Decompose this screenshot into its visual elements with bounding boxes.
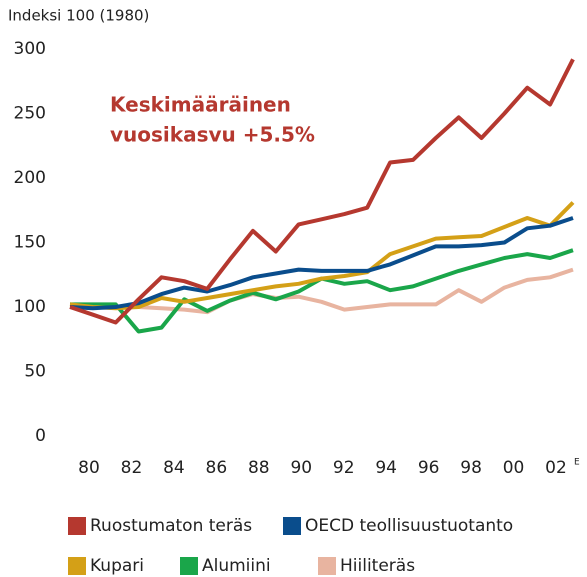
y-tick-label: 150 <box>14 233 46 253</box>
x-tick-label: 92 <box>333 458 355 478</box>
legend-swatch <box>68 557 86 575</box>
legend-label: Alumiini <box>202 556 271 576</box>
legend-swatch <box>180 557 198 575</box>
y-tick-label: 100 <box>14 297 46 317</box>
y-tick-label: 300 <box>14 39 46 59</box>
annotation: vuosikasvu +5.5% <box>110 123 315 147</box>
legend-swatch <box>283 517 301 535</box>
x-tick-label: 98 <box>460 458 482 478</box>
x-tick-label: 02 <box>545 458 567 478</box>
x-tick-label: 82 <box>121 458 143 478</box>
y-tick-label: 50 <box>24 362 46 382</box>
x-tick-label: 90 <box>290 458 312 478</box>
annotation: Keskimääräinen <box>110 93 291 117</box>
line-series <box>69 201 575 311</box>
legend-swatch <box>318 557 336 575</box>
x-tick-label: 94 <box>375 458 397 478</box>
y-tick-label: 200 <box>14 168 46 188</box>
x-tick-label: 80 <box>78 458 100 478</box>
legend-label: OECD teollisuustuotanto <box>305 516 513 536</box>
legend-swatch <box>68 517 86 535</box>
legend-label: Ruostumaton teräs <box>90 516 252 536</box>
legend-label: Kupari <box>90 556 144 576</box>
line-series <box>69 216 574 311</box>
y-axis-label: Indeksi 100 (1980) <box>8 7 149 25</box>
y-tick-label: 250 <box>14 104 46 124</box>
line-series <box>69 58 575 325</box>
x-tick-label: 00 <box>503 458 525 478</box>
x-tick-label: 84 <box>163 458 185 478</box>
x-tick-label: 86 <box>206 458 228 478</box>
x-tick-label: 96 <box>418 458 440 478</box>
y-tick-label: 0 <box>35 426 46 446</box>
line-series <box>70 267 574 315</box>
category-note: E <box>574 458 580 468</box>
x-tick-label: 88 <box>248 458 270 478</box>
legend-label: Hiiliteräs <box>340 556 415 576</box>
